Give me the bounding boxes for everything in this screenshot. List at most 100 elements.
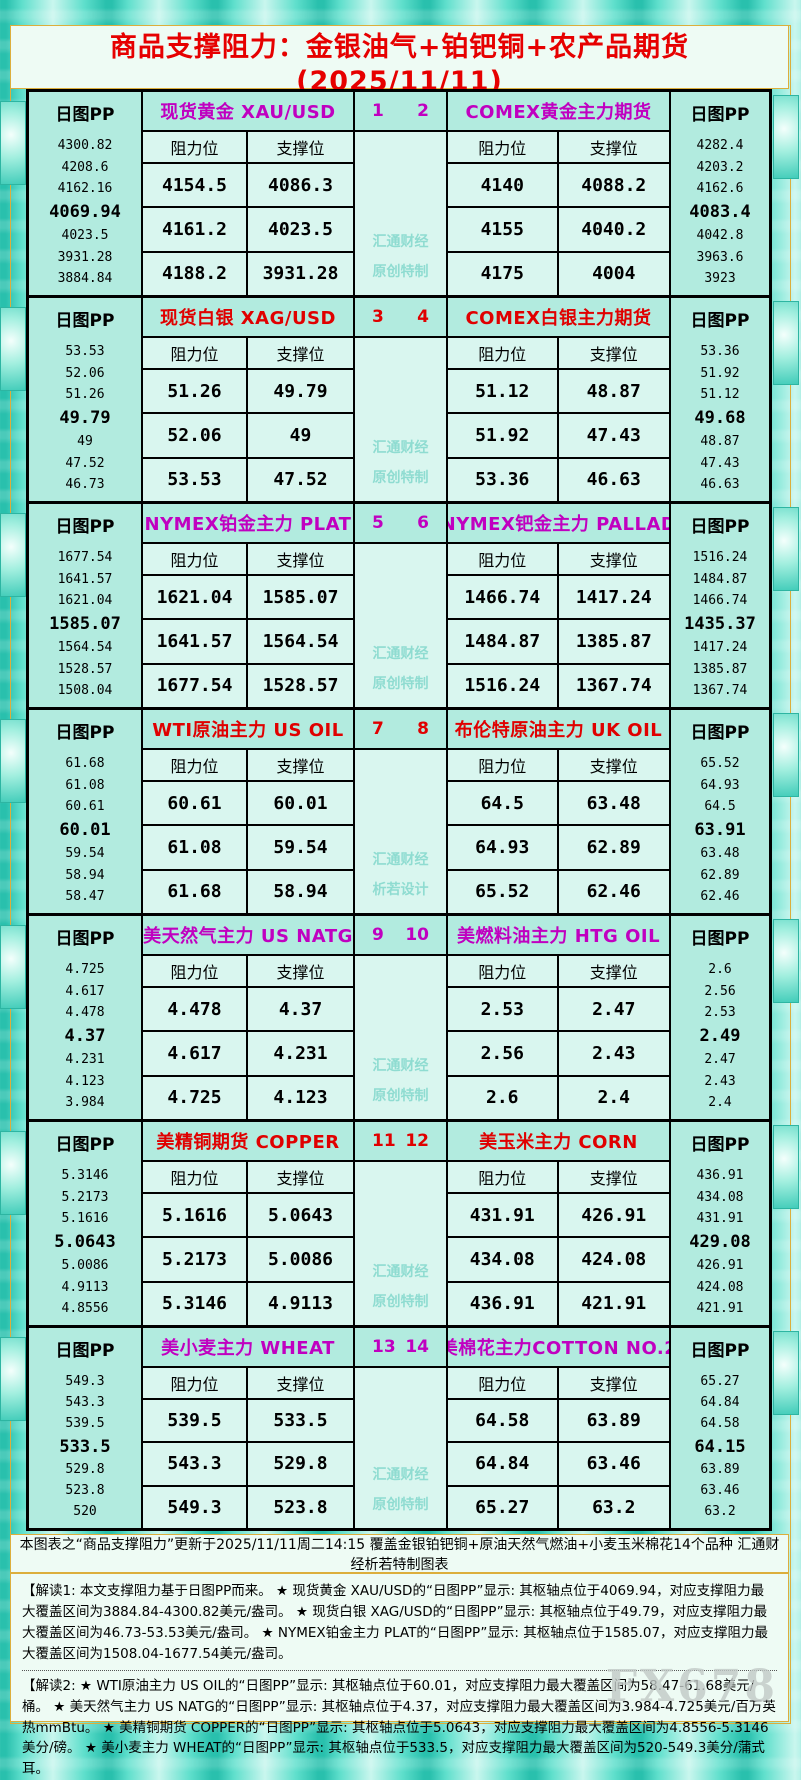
support-resistance-table: 阻力位 支撑位 64.5 63.48 64.93 62.89 65.52 62.46 <box>448 750 669 913</box>
pivot-level-value: 4.123 <box>65 1073 105 1089</box>
pivot-level-value: 2.4 <box>708 1094 732 1110</box>
chart-number-left: 3 <box>372 307 384 327</box>
pivot-level-value: 1417.24 <box>692 640 748 656</box>
support-resistance-table: 阻力位 支撑位 539.5 533.5 543.3 529.8 549.3 523.8 <box>143 1368 353 1528</box>
pivot-level-value: 424.08 <box>696 1279 744 1295</box>
support-header: 支撑位 <box>276 139 325 158</box>
chart-number-strip: 11 12 <box>355 1122 446 1162</box>
watermark-line2: 原创特制 <box>372 1293 429 1310</box>
pivot-level-value: 1466.74 <box>692 592 748 608</box>
resistance-value: 1516.24 <box>448 662 559 707</box>
pivot-point-value: 1585.07 <box>49 614 121 634</box>
pivot-level-value: 4.9113 <box>61 1279 109 1295</box>
support-value: 62.89 <box>558 824 669 868</box>
edge-tab-decoration <box>773 713 799 797</box>
pivot-level-value: 3931.28 <box>57 249 113 265</box>
title-panel: 商品支撑阻力：金银油气+铂钯铜+农产品期货(2025/11/11) 更新于202… <box>10 25 789 117</box>
pivot-ladder-left: 日图PP 53.53 52.06 51.26 49.79 49 47.52 46.73 <box>29 298 143 501</box>
commodity-block-1: 日图PP 4300.82 4208.6 4162.16 4069.94 4023.5 393… <box>26 89 772 295</box>
support-value: 4023.5 <box>248 206 353 250</box>
resistance-value: 4161.2 <box>143 206 248 251</box>
pivot-level-value: 421.91 <box>696 1300 744 1316</box>
pivot-level-value: 1508.04 <box>57 682 113 698</box>
pivot-level-value: 4162.6 <box>696 180 744 196</box>
support-value: 58.94 <box>248 868 353 913</box>
chart-number-left: 1 <box>372 101 384 121</box>
resistance-value: 4188.2 <box>143 250 248 295</box>
chart-number-right: 6 <box>417 513 429 533</box>
site-watermark: 汇通财经 原创特制 <box>355 1461 446 1520</box>
chart-number-left: 9 <box>372 925 384 945</box>
pp-values: 1516.24 1484.87 1466.74 1435.37 1417.24 1385.… <box>671 544 769 707</box>
resistance-header: 阻力位 <box>143 1368 248 1398</box>
middle-column: 11 12 汇通财经 原创特制 <box>353 1122 448 1325</box>
resistance-value: 64.84 <box>448 1441 559 1485</box>
edge-tab-decoration <box>773 301 799 385</box>
support-resistance-table: 阻力位 支撑位 4140 4088.2 4155 4040.2 4175 4004 <box>448 132 669 295</box>
support-value: 1385.87 <box>558 618 669 662</box>
resistance-value: 51.26 <box>143 368 248 413</box>
support-value: 63.46 <box>558 1441 669 1484</box>
site-watermark: 汇通财经 原创特制 <box>355 640 446 699</box>
resistance-header: 阻力位 <box>448 132 559 162</box>
resistance-value: 539.5 <box>143 1398 248 1442</box>
resistance-value: 1641.57 <box>143 618 248 663</box>
instrument-title: 美天然气主力 US NATG <box>143 916 353 956</box>
pivot-level-value: 2.43 <box>704 1073 736 1089</box>
instrument-title: 现货白银 XAG/USD <box>143 298 353 338</box>
resistance-value: 549.3 <box>143 1484 248 1528</box>
support-resistance-table: 阻力位 支撑位 4.478 4.37 4.617 4.231 4.725 4.123 <box>143 956 353 1119</box>
support-resistance-table: 阻力位 支撑位 5.1616 5.0643 5.2173 5.0086 5.3146 4.91… <box>143 1162 353 1325</box>
resistance-value: 52.06 <box>143 412 248 457</box>
resistance-value: 2.6 <box>448 1074 559 1119</box>
pivot-level-value: 48.87 <box>700 434 740 450</box>
instrument-title: NYMEX钯金主力 PALLAD <box>441 504 676 544</box>
pivot-level-value: 3923 <box>704 270 736 286</box>
pivot-ladder-right: 日图PP 2.6 2.56 2.53 2.49 2.47 2.43 2.4 <box>669 916 769 1119</box>
pivot-ladder-left: 日图PP 549.3 543.3 539.5 533.5 529.8 523.8 520 <box>29 1328 143 1528</box>
pivot-level-value: 1367.74 <box>692 682 748 698</box>
pivot-level-value: 49 <box>77 434 93 450</box>
support-resistance-table: 阻力位 支撑位 60.61 60.01 61.08 59.54 61.68 58.94 <box>143 750 353 913</box>
support-value: 421.91 <box>558 1280 669 1325</box>
pivot-level-value: 63.2 <box>704 1504 736 1520</box>
edge-tab-decoration <box>0 307 26 391</box>
resistance-header: 阻力位 <box>143 956 248 986</box>
pp-header-label: 日图PP <box>55 1340 115 1361</box>
note-1: 【解读1: 本文支撑阻力基于日图PP而来。 ★ 现货黄金 XAU/USD的“日图… <box>22 1583 769 1662</box>
support-header: 支撑位 <box>589 1169 638 1188</box>
pivot-ladder-left: 日图PP 1677.54 1641.57 1621.04 1585.07 1564.54 1… <box>29 504 143 707</box>
pp-values: 1677.54 1641.57 1621.04 1585.07 1564.54 1528.… <box>29 544 141 707</box>
pivot-level-value: 520 <box>73 1504 97 1520</box>
instrument-panel-left: 美精铜期货 COPPER 阻力位 支撑位 5.1616 5.0643 5.2173 5.00… <box>143 1122 353 1325</box>
instrument-title: 美精铜期货 COPPER <box>143 1122 353 1162</box>
resistance-value: 61.08 <box>143 824 248 869</box>
pp-values: 436.91 434.08 431.91 429.08 426.91 424.08 421.… <box>671 1162 769 1325</box>
site-watermark: 汇通财经 原创特制 <box>355 1258 446 1317</box>
support-value: 3931.28 <box>248 250 353 295</box>
edge-tab-decoration <box>773 507 799 591</box>
support-value: 47.43 <box>558 412 669 456</box>
resistance-value: 4155 <box>448 206 559 251</box>
pivot-level-value: 434.08 <box>696 1189 744 1205</box>
chart-number-right: 8 <box>417 719 429 739</box>
chart-number-right: 12 <box>405 1131 429 1151</box>
pivot-point-value: 2.49 <box>699 1026 741 1046</box>
chart-number-left: 5 <box>372 513 384 533</box>
resistance-value: 4154.5 <box>143 162 248 207</box>
pivot-level-value: 5.1616 <box>61 1210 109 1226</box>
pivot-ladder-left: 日图PP 4.725 4.617 4.478 4.37 4.231 4.123 3.984 <box>29 916 143 1119</box>
watermark-line2: 原创特制 <box>372 1496 429 1513</box>
pivot-level-value: 2.56 <box>704 983 736 999</box>
pivot-level-value: 63.48 <box>700 846 740 862</box>
support-resistance-table: 阻力位 支撑位 64.58 63.89 64.84 63.46 65.27 63.2 <box>448 1368 669 1528</box>
edge-tab-decoration <box>773 1331 799 1415</box>
pivot-level-value: 1641.57 <box>57 571 113 587</box>
resistance-value: 1621.04 <box>143 574 248 619</box>
pivot-level-value: 426.91 <box>696 1258 744 1274</box>
chart-number-right: 10 <box>405 925 429 945</box>
pivot-point-value: 64.15 <box>694 1436 746 1457</box>
resistance-header: 阻力位 <box>143 750 248 780</box>
edge-tab-decoration <box>773 95 799 179</box>
pivot-level-value: 1677.54 <box>57 550 113 566</box>
